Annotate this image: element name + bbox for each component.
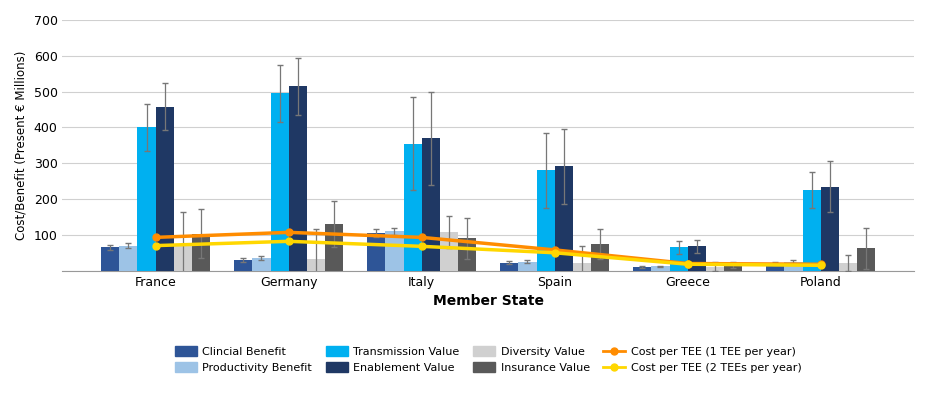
Bar: [554, 166, 573, 271]
Bar: [590, 244, 609, 271]
Bar: [458, 239, 476, 271]
Bar: [234, 260, 252, 271]
Legend: Clincial Benefit, Productivity Benefit, Transmission Value, Enablement Value, Di: Clincial Benefit, Productivity Benefit, …: [174, 346, 801, 373]
Bar: [174, 246, 192, 271]
Bar: [802, 190, 819, 271]
Y-axis label: Cost/Benefit (Present € Millions): Cost/Benefit (Present € Millions): [15, 51, 28, 240]
Bar: [156, 107, 174, 271]
X-axis label: Member State: Member State: [432, 294, 543, 308]
Bar: [306, 259, 325, 271]
Bar: [385, 231, 403, 271]
Bar: [723, 265, 741, 271]
Bar: [325, 224, 342, 271]
Bar: [857, 249, 874, 271]
Bar: [633, 267, 651, 271]
Bar: [705, 267, 723, 271]
Bar: [403, 143, 421, 271]
Bar: [783, 262, 802, 271]
Bar: [101, 247, 119, 271]
Bar: [367, 233, 385, 271]
Bar: [838, 263, 857, 271]
Bar: [137, 128, 156, 271]
Bar: [421, 138, 439, 271]
Bar: [573, 263, 590, 271]
Bar: [270, 94, 289, 271]
Bar: [518, 262, 536, 271]
Bar: [192, 234, 210, 271]
Bar: [289, 86, 306, 271]
Bar: [766, 264, 783, 271]
Bar: [252, 258, 270, 271]
Bar: [669, 247, 687, 271]
Bar: [439, 232, 458, 271]
Bar: [499, 263, 518, 271]
Bar: [819, 187, 838, 271]
Bar: [536, 171, 554, 271]
Bar: [119, 245, 137, 271]
Bar: [651, 266, 669, 271]
Bar: [687, 246, 705, 271]
